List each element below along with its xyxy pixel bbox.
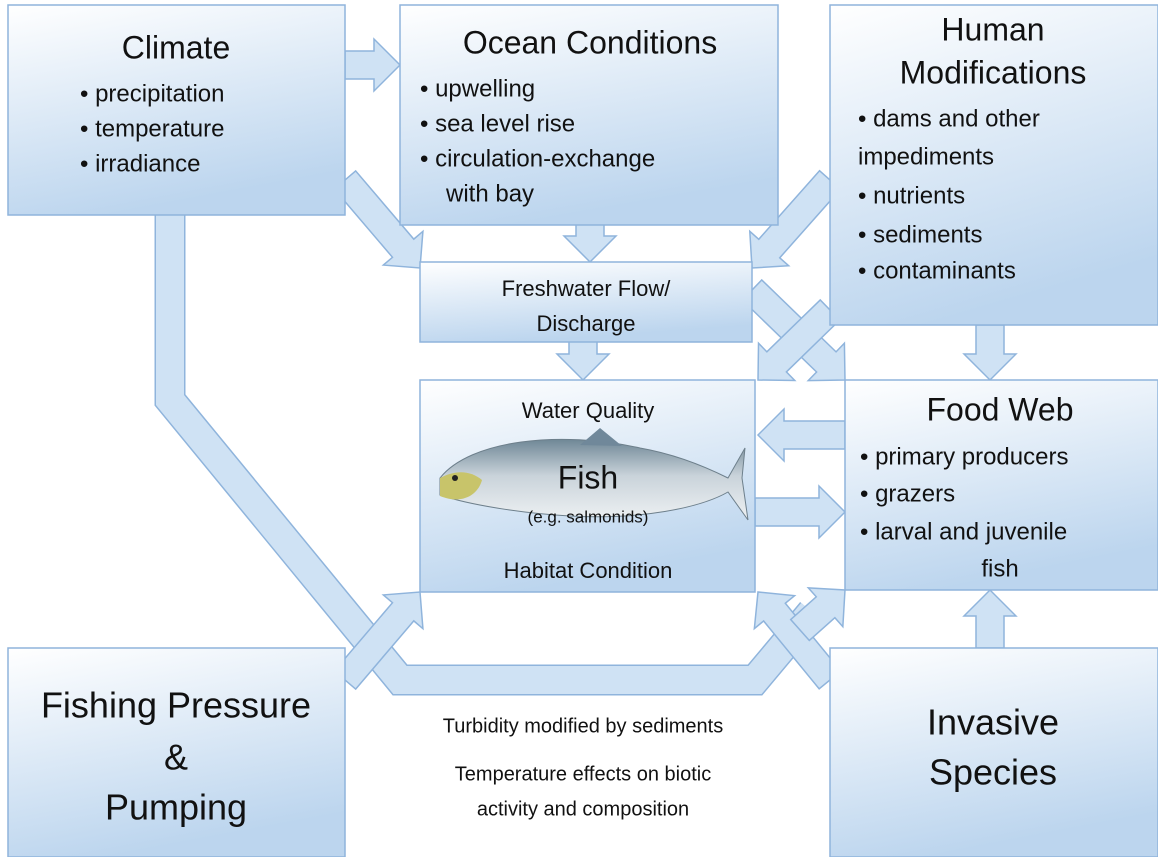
- annotation: activity and composition: [477, 798, 689, 820]
- boxes: [7, 4, 1158, 857]
- arrow: [757, 298, 841, 382]
- node-label: Habitat Condition: [504, 558, 673, 583]
- box: [7, 647, 346, 857]
- node-title: Invasive: [927, 702, 1059, 743]
- node-title: Human: [941, 11, 1044, 47]
- arrow: [789, 586, 846, 642]
- box: [399, 4, 779, 226]
- arrows: [154, 37, 1018, 696]
- arrow: [962, 588, 1018, 649]
- node-item: • circulation-exchange: [420, 145, 655, 172]
- node-item: • precipitation: [80, 80, 224, 107]
- box: [829, 647, 1158, 857]
- annotation: Turbidity modified by sediments: [443, 715, 724, 737]
- node-title: Discharge: [536, 311, 635, 336]
- arrow: [756, 407, 846, 463]
- node-item: • upwelling: [420, 75, 535, 102]
- texts: Climate • precipitation • temperature • irr…: [41, 11, 1086, 827]
- node-title: Fishing Pressure: [41, 685, 311, 726]
- node-item: • sea level rise: [420, 110, 575, 137]
- node-title: Food Web: [926, 391, 1073, 427]
- node-title: Species: [929, 752, 1057, 793]
- node-title: Ocean Conditions: [463, 24, 717, 60]
- box: [829, 4, 1158, 326]
- node-item: • contaminants: [858, 257, 1016, 284]
- node-item: • grazers: [860, 480, 955, 507]
- arrow: [962, 324, 1018, 382]
- arrow: [156, 210, 823, 694]
- node-item: • primary producers: [860, 443, 1068, 470]
- fish-illustration: [439, 428, 749, 521]
- box: [419, 261, 753, 343]
- arrow: [555, 339, 611, 382]
- node-title: Pumping: [105, 787, 247, 828]
- node-title: &: [164, 737, 188, 778]
- node-item: • larval and juvenile: [860, 518, 1067, 545]
- box: [844, 379, 1158, 591]
- arrow: [333, 169, 424, 269]
- arrow: [562, 221, 618, 264]
- node-item: • sediments: [858, 221, 982, 248]
- node-item: impediments: [858, 143, 994, 170]
- box: [7, 4, 346, 216]
- node-item: • dams and other: [858, 105, 1040, 132]
- node-label: Water Quality: [522, 398, 654, 423]
- annotation: Temperature effects on biotic: [455, 763, 711, 785]
- node-item: with bay: [445, 180, 534, 207]
- arrow: [753, 591, 842, 690]
- node-item: fish: [981, 555, 1018, 582]
- node-item: • irradiance: [80, 150, 200, 177]
- arrow: [344, 37, 402, 93]
- node-title: Fish: [558, 459, 618, 495]
- node-title: Freshwater Flow/: [502, 276, 672, 301]
- node-item: • temperature: [80, 115, 224, 142]
- node-subtitle: (e.g. salmonids): [528, 507, 649, 526]
- arrow: [754, 484, 847, 540]
- node-title: Climate: [122, 29, 230, 65]
- node-title: Modifications: [900, 54, 1087, 90]
- node-item: • nutrients: [858, 182, 965, 209]
